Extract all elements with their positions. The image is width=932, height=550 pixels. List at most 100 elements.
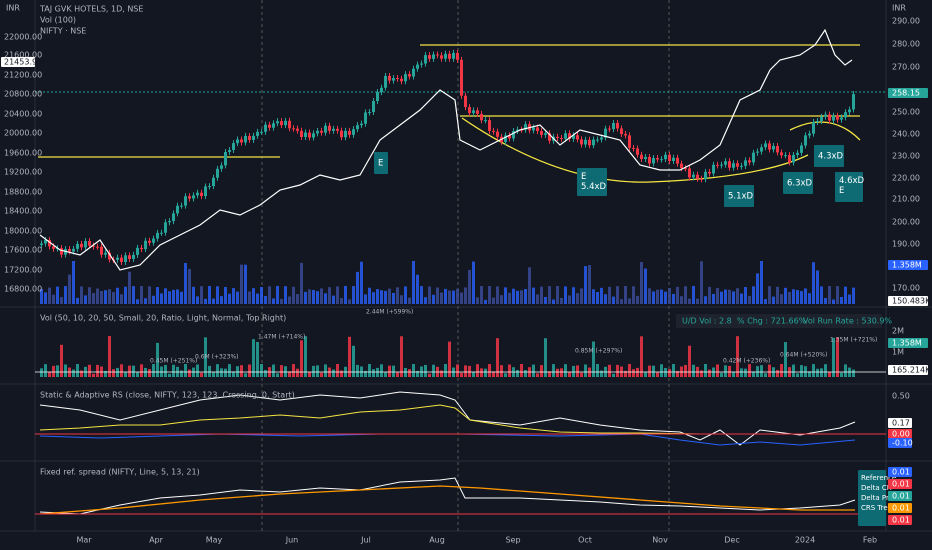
spread-axis-label: 0.01 <box>892 516 910 525</box>
candle-body <box>824 114 827 117</box>
volume-bar <box>120 294 123 304</box>
volume-bar <box>736 336 739 377</box>
candle-body <box>436 54 439 56</box>
candle-body <box>768 143 771 150</box>
candle-body <box>776 145 779 153</box>
volume-bar <box>716 364 719 377</box>
candle-body <box>304 132 307 137</box>
pane-title: Vol (50, 10, 20, 50, Small, 20, Ratio, L… <box>40 314 286 323</box>
candle-body <box>156 232 159 239</box>
volume-bar <box>752 286 755 304</box>
candle-body <box>564 133 567 139</box>
volume-bar <box>848 294 851 304</box>
right-axis-label: 220.00 <box>892 174 920 183</box>
volume-bar <box>748 364 751 377</box>
volume-bar <box>180 291 183 304</box>
candle-body <box>340 130 343 138</box>
volume-bar <box>776 286 779 304</box>
volume-bar <box>612 373 615 377</box>
volume-bar <box>116 367 119 377</box>
left-axis-label: 20400.00 <box>4 110 42 119</box>
volume-bar <box>676 286 679 304</box>
volume-bar <box>272 298 275 304</box>
label-box <box>783 172 813 194</box>
volume-bar <box>652 365 655 377</box>
volume-label: 1.35M (+721%) <box>830 337 877 344</box>
time-label: Apr <box>149 536 164 545</box>
volume-bar <box>300 262 303 304</box>
candle-body <box>836 115 839 120</box>
candles <box>40 49 855 265</box>
time-label: 2024 <box>795 536 815 545</box>
volume-bar <box>720 372 723 377</box>
volume-bar <box>628 298 631 304</box>
volume-bar <box>504 287 507 304</box>
volume-bar <box>796 373 799 377</box>
volume-bar <box>196 296 199 304</box>
volume-bar <box>712 293 715 304</box>
candle-body <box>616 122 619 129</box>
earnings-lines <box>261 0 670 531</box>
volume-label: 0.6M (+323%) <box>195 354 239 361</box>
volume-bar <box>844 286 847 304</box>
candle-body <box>648 156 651 164</box>
volume-bar <box>628 364 631 377</box>
volume-bar <box>768 286 771 304</box>
left-axis-label: 19200.00 <box>4 168 42 177</box>
label-box <box>835 172 863 202</box>
candle-body <box>384 75 387 88</box>
left-axis-label: 19600.00 <box>4 149 42 158</box>
volume-bar <box>332 369 335 377</box>
candle-body <box>692 174 695 178</box>
right-axis-label: 1.358M <box>892 261 922 270</box>
volume-bar <box>512 288 515 304</box>
volume-bar <box>564 364 567 377</box>
volume-bar <box>384 290 387 304</box>
volume-bar <box>440 370 443 377</box>
candle-body <box>276 121 279 124</box>
volume-bar <box>136 299 139 304</box>
volume-bar <box>664 367 667 377</box>
volume-bar <box>48 371 51 377</box>
volume-bar <box>456 364 459 377</box>
volume-bar <box>284 286 287 304</box>
volume-bar <box>188 268 191 304</box>
volume-bar <box>304 291 307 304</box>
volume-bar <box>432 294 435 304</box>
volume-bar <box>364 370 367 377</box>
volume-bar <box>272 364 275 377</box>
candle-body <box>152 238 155 243</box>
candle-body <box>660 159 663 161</box>
volume-bar <box>408 297 411 304</box>
candle-body <box>736 163 739 167</box>
volume-bar <box>144 298 147 304</box>
volume-bar <box>356 271 359 304</box>
volume-bar <box>348 336 351 377</box>
candle-body <box>296 128 299 131</box>
spread-axis-label: 0.01 <box>892 480 910 489</box>
label-box <box>888 491 912 501</box>
volume-bar <box>240 264 243 304</box>
volume-bar <box>244 264 247 304</box>
candle-body <box>136 247 139 255</box>
volume-bar <box>308 371 311 377</box>
label-box <box>577 168 607 196</box>
candle-body <box>804 135 807 146</box>
volume-bar <box>380 364 383 377</box>
candle-body <box>568 133 571 139</box>
candle-body <box>364 112 367 124</box>
volume-bar <box>572 365 575 377</box>
volume-bar <box>764 299 767 304</box>
volume-bar <box>660 289 663 304</box>
candle-body <box>376 92 379 102</box>
volume-bar <box>88 364 91 377</box>
label-box <box>814 145 844 167</box>
volume-bar <box>372 369 375 377</box>
volume-bar <box>784 342 787 377</box>
left-axis-label: 21200.00 <box>4 71 42 80</box>
volume-bar <box>268 286 271 304</box>
candle-body <box>652 157 655 164</box>
volume-bar <box>100 290 103 304</box>
volume-bar <box>720 291 723 304</box>
volume-bar <box>216 364 219 377</box>
